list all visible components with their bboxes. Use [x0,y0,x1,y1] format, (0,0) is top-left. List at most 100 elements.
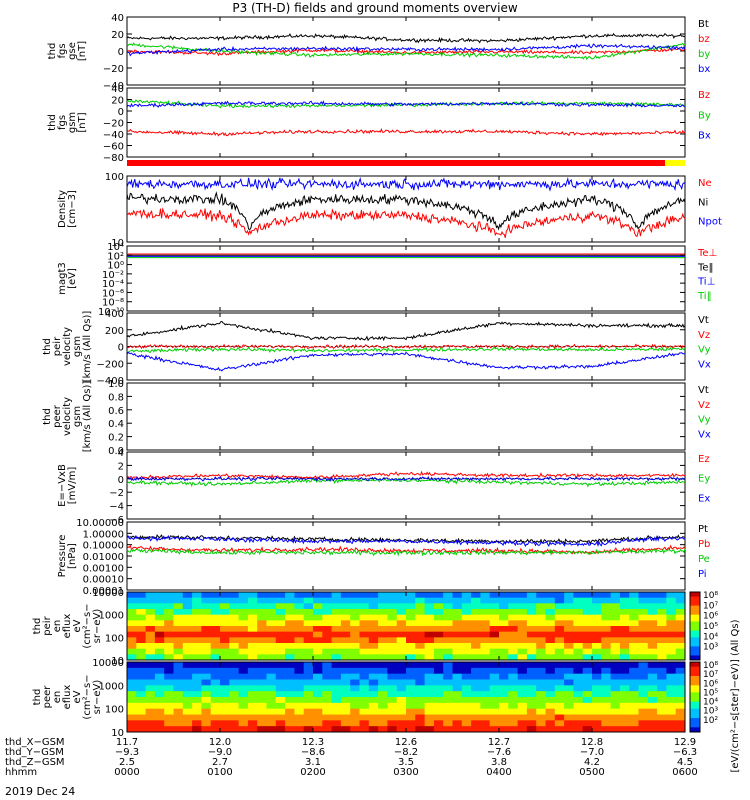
heatmap-cell [368,626,379,633]
heatmap-cell [647,685,658,692]
heatmap-cell [545,667,556,675]
heatmap-cell [136,726,147,733]
heatmap-cell [610,631,621,638]
heatmap-cell [182,648,193,655]
heatmap-cell [229,654,240,661]
heatmap-cell [201,592,212,599]
heatmap-cell [582,691,593,698]
heatmap-cell [610,679,621,686]
legend-entry: Vy [698,415,711,426]
y-axis-label: Pressure [57,535,68,578]
y-tick-label: −4 [109,502,124,513]
heatmap-cell [266,654,277,661]
heatmap-cell [220,626,230,633]
heatmap-cell [443,637,453,644]
heatmap-cell [629,708,639,715]
heatmap-cell [285,643,295,650]
heatmap-cell [368,708,379,715]
heatmap-cell [629,691,639,698]
heatmap-cell [582,714,593,721]
heatmap-cell [145,691,156,698]
heatmap-cell [387,714,398,721]
heatmap-cell [201,679,212,686]
y-axis-label: [nT] [77,41,88,61]
heatmap-cell [154,597,165,604]
heatmap-cell [480,637,491,644]
heatmap-cell [564,592,574,599]
heatmap-cell [592,626,602,633]
heatmap-cell [508,708,519,715]
x-axis-row-label: thd_Z−GSM [5,757,65,768]
heatmap-cell [266,667,277,675]
heatmap-cell [127,631,137,638]
heatmap-cell [257,708,267,715]
heatmap-cell [582,726,593,733]
heatmap-cell [480,654,491,661]
heatmap-cell [415,720,426,727]
heatmap-cell [136,702,147,710]
heatmap-cell [415,609,426,616]
heatmap-cell [592,614,602,621]
y-axis-label: thd [42,408,53,425]
heatmap-cell [657,614,667,621]
heatmap-cell [536,620,546,627]
heatmap-cell [666,592,677,599]
x-axis-value: −7.6 [487,747,511,758]
heatmap-cell [471,691,481,698]
heatmap-cell [526,679,537,686]
heatmap-cell [592,662,602,669]
heatmap-cell [443,609,453,616]
heatmap-cell [145,697,156,704]
heatmap-cell [657,603,667,610]
y-tick-label: 0.6 [108,406,124,417]
heatmap-cell [127,620,137,627]
heatmap-cell [220,691,230,698]
colorbar-cell [690,598,700,602]
heatmap-cell [210,609,221,616]
heatmap-cell [322,592,333,599]
heatmap-cell [210,667,221,675]
heatmap-cell [526,643,537,650]
heatmap-cell [424,697,435,704]
heatmap-cell [675,597,686,604]
heatmap-cell [378,603,388,610]
heatmap-cell [471,597,481,604]
heatmap-cell [647,592,658,599]
heatmap-cell [415,592,426,599]
series-Pi [126,534,686,548]
y-tick-label: 400 [105,309,124,320]
heatmap-cell [340,620,351,627]
heatmap-cell [257,592,267,599]
y-tick-label: 0.10000 [83,541,124,552]
heatmap-cell [378,643,388,650]
heatmap-cell [406,648,416,655]
heatmap-cell [257,643,267,650]
heatmap-cell [433,662,444,669]
y-tick-label: 10000 [92,588,124,599]
heatmap-cell [247,637,258,644]
x-axis-value: 11.7 [116,737,138,748]
heatmap-cell [517,726,528,733]
y-tick-label: 0.4 [108,419,124,430]
heatmap-cell [610,637,621,644]
colorbar-cell [690,626,700,629]
heatmap-cell [322,620,333,627]
heatmap-cell [629,597,639,604]
heatmap-cell [666,648,677,655]
heatmap-cell [545,643,556,650]
heatmap-cell [526,626,537,633]
heatmap-cell [657,643,667,650]
heatmap-cell [359,667,370,675]
heatmap-cell [387,603,398,610]
heatmap-cell [182,708,193,715]
heatmap-cell [136,648,147,655]
heatmap-cell [406,603,416,610]
heatmap-cell [294,654,305,661]
heatmap-cell [396,679,407,686]
heatmap-cell [480,603,491,610]
heatmap-cell [145,597,156,604]
heatmap-cell [136,691,147,698]
colorbar-cell [690,725,700,728]
heatmap-cell [415,702,426,710]
heatmap-cell [127,654,137,661]
